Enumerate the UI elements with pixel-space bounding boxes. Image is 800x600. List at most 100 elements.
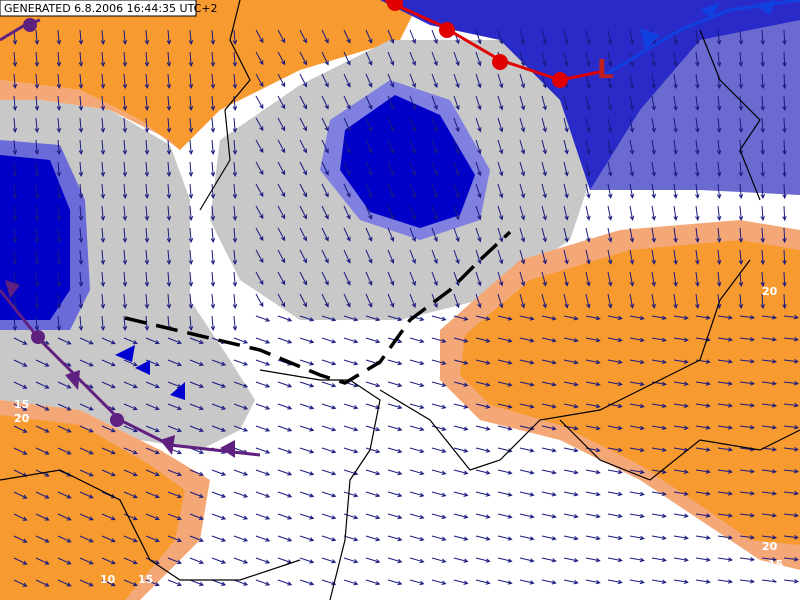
wind-arrow <box>629 425 645 431</box>
wind-arrow <box>717 337 733 342</box>
wind-arrow <box>232 183 238 199</box>
wind-arrow <box>12 117 18 133</box>
wind-arrow <box>13 535 28 543</box>
wind-arrow <box>343 249 351 264</box>
wind-arrow <box>782 271 787 288</box>
wind-arrow <box>651 337 667 342</box>
wind-arrow <box>122 293 128 309</box>
wind-arrow <box>299 271 307 286</box>
wind-arrow <box>100 29 106 45</box>
wind-arrow <box>78 315 84 331</box>
wind-arrow <box>210 249 216 265</box>
wind-arrow <box>255 359 271 366</box>
wind-arrow <box>343 337 359 344</box>
wind-arrow <box>144 29 150 45</box>
front-symbol <box>135 360 150 375</box>
wind-arrow <box>541 425 557 431</box>
wind-arrow <box>321 73 329 88</box>
wind-arrow <box>79 469 94 477</box>
wind-arrow <box>365 205 373 220</box>
wind-arrow <box>321 183 329 198</box>
wind-arrow <box>277 447 293 454</box>
wind-arrow <box>431 381 447 387</box>
wind-arrow <box>409 557 425 564</box>
wind-arrow <box>144 183 150 199</box>
wind-arrow <box>56 227 62 243</box>
wind-arrow <box>673 513 689 518</box>
wind-arrow <box>673 557 689 562</box>
wind-arrow <box>12 227 18 243</box>
wind-arrow <box>409 381 425 388</box>
wind-arrow <box>277 337 293 344</box>
wind-arrow <box>497 315 513 321</box>
wind-arrow <box>255 381 271 388</box>
wind-arrow <box>475 29 482 45</box>
wind-arrow <box>409 249 416 265</box>
wind-arrow <box>695 293 700 309</box>
wind-arrow <box>211 469 227 476</box>
wind-arrow <box>387 271 395 286</box>
wind-arrow <box>563 161 569 177</box>
wind-arrow <box>673 183 678 199</box>
wind-arrow <box>34 227 40 243</box>
wind-arrow <box>210 29 216 45</box>
wind-arrow <box>607 29 613 45</box>
wind-arrow <box>57 513 72 521</box>
wind-arrow <box>519 73 526 89</box>
wind-arrow <box>783 556 799 562</box>
wind-arrow <box>563 579 579 585</box>
wind-arrow <box>760 205 765 222</box>
wind-arrow <box>343 271 351 286</box>
wind-arrow <box>585 425 601 431</box>
wind-arrow <box>541 249 547 265</box>
wind-arrow <box>188 249 194 265</box>
wind-arrow <box>519 227 526 243</box>
wind-arrow <box>255 337 271 344</box>
wind-arrow <box>563 403 579 409</box>
wind-arrow <box>497 403 513 409</box>
wind-arrow <box>695 271 700 287</box>
wind-arrow <box>431 359 447 365</box>
wind-arrow <box>541 513 557 519</box>
wind-arrow <box>13 381 28 389</box>
wind-arrow <box>563 491 579 497</box>
wind-arrow <box>365 73 373 88</box>
wind-arrow <box>651 205 656 221</box>
wind-arrow <box>629 73 635 89</box>
wind-arrow <box>585 117 591 133</box>
wind-arrow <box>673 491 689 496</box>
wind-arrow <box>122 29 128 45</box>
wind-arrow <box>387 205 395 220</box>
wind-arrow <box>321 359 337 366</box>
wind-arrow <box>321 315 337 322</box>
wind-arrow <box>695 161 700 177</box>
wind-arrow <box>321 403 337 410</box>
wind-arrow <box>78 161 84 177</box>
wind-arrow <box>321 381 337 388</box>
wind-arrow <box>100 51 106 67</box>
wind-arrow <box>365 403 381 410</box>
wind-arrow <box>497 337 513 343</box>
wind-arrow <box>541 205 547 221</box>
wind-arrow <box>760 73 765 90</box>
wind-arrow <box>123 337 138 345</box>
wind-arrow <box>145 447 160 455</box>
wind-arrow <box>497 513 513 519</box>
wind-arrow <box>35 447 50 455</box>
wind-arrow <box>629 557 645 563</box>
wind-arrow <box>321 513 337 520</box>
wind-arrow <box>453 227 460 243</box>
wind-arrow <box>365 381 381 388</box>
wind-arrow <box>431 447 447 453</box>
wind-arrow <box>321 51 329 66</box>
wind-arrow <box>365 293 373 308</box>
wind-arrow <box>519 95 526 111</box>
wind-arrow <box>233 513 249 520</box>
wind-arrow <box>607 95 613 111</box>
wind-arrow <box>12 73 18 89</box>
wind-arrow <box>585 315 601 321</box>
wind-arrow <box>144 95 150 111</box>
wind-arrow <box>233 381 249 388</box>
wind-arrow <box>431 249 438 265</box>
